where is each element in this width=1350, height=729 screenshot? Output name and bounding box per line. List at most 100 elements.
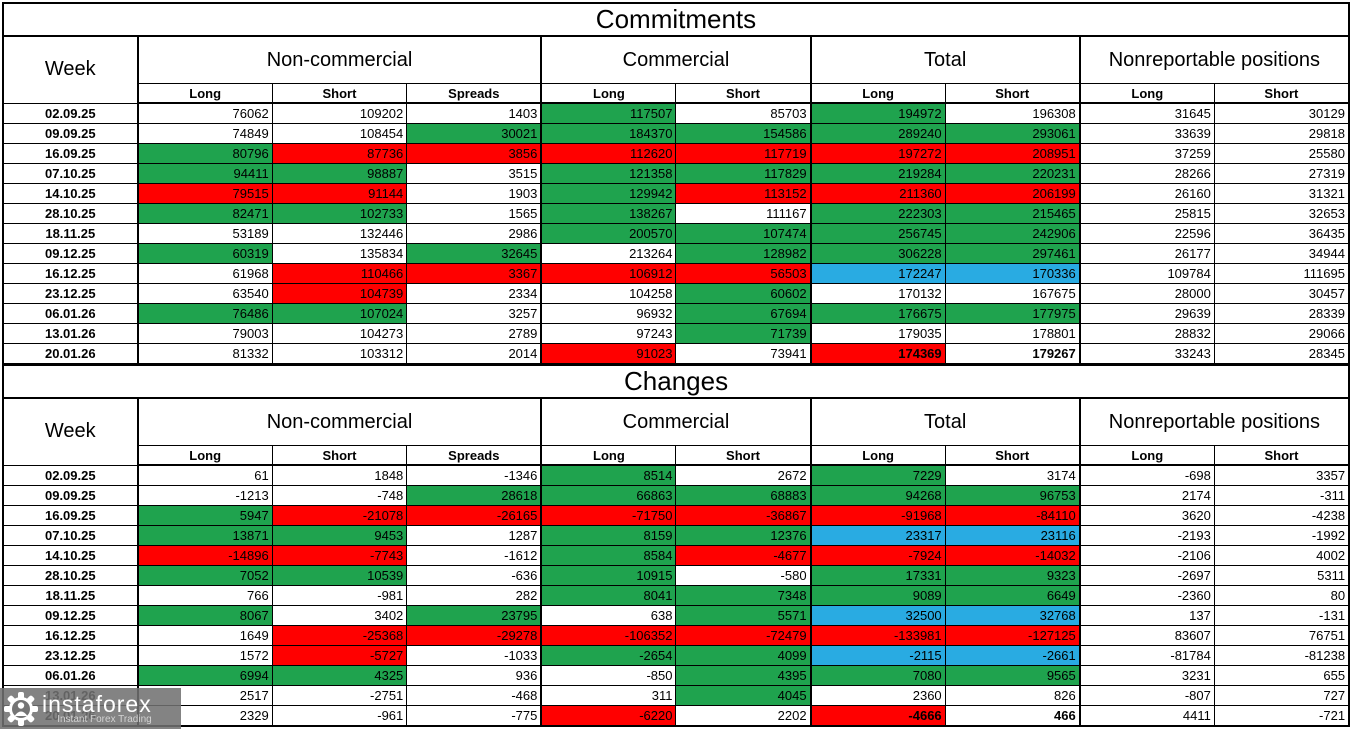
value-cell: 17331 <box>809 565 946 586</box>
value-cell: -29278 <box>406 625 542 646</box>
value-cell: 71739 <box>675 323 812 344</box>
value-cell: 67694 <box>675 303 812 324</box>
watermark-tagline: Instant Forex Trading <box>57 713 152 725</box>
week-header: Week <box>2 397 139 466</box>
value-cell: 2672 <box>675 464 812 486</box>
value-cell: 10539 <box>271 565 408 586</box>
col-noncommercial-long: Long <box>136 83 273 104</box>
value-cell: 106912 <box>540 263 677 284</box>
value-cell: -1346 <box>406 464 542 486</box>
value-cell: -7924 <box>809 545 946 566</box>
value-cell: 66863 <box>540 485 677 506</box>
value-cell: 1287 <box>406 525 542 546</box>
table-row: 14.10.25 79515 91144 1903 129942 113152 211360… <box>2 183 1350 204</box>
value-cell: 28000 <box>1078 283 1215 304</box>
table-row: 18.11.25 766 -981 282 8041 7348 9089 6649 -2360 8… <box>2 585 1350 606</box>
value-cell: -1612 <box>406 545 542 566</box>
value-cell: 12376 <box>675 525 812 546</box>
table-row: 02.09.25 61 1848 -1346 8514 2672 7229 3174 -698 3… <box>2 464 1350 486</box>
value-cell: 135834 <box>271 243 408 264</box>
instaforex-logo-icon <box>4 691 38 726</box>
value-cell: -4677 <box>675 545 812 566</box>
value-cell: 128982 <box>675 243 812 264</box>
value-cell: 4411 <box>1078 705 1215 727</box>
value-cell: -2697 <box>1078 565 1215 586</box>
week-cell: 18.11.25 <box>2 585 139 606</box>
value-cell: 5947 <box>136 505 273 526</box>
value-cell: -2115 <box>809 645 946 666</box>
value-cell: -807 <box>1078 685 1215 706</box>
value-cell: 167675 <box>944 283 1081 304</box>
value-cell: -72479 <box>675 625 812 646</box>
value-cell: 76751 <box>1213 625 1350 646</box>
col-total-long: Long <box>809 445 946 466</box>
value-cell: 2360 <box>809 685 946 706</box>
table-row: 09.12.25 8067 3402 23795 638 5571 32500 32768 13… <box>2 605 1350 626</box>
table-row: 09.12.25 60319 135834 32645 213264 128982 3062… <box>2 243 1350 264</box>
col-total-short: Short <box>944 83 1081 104</box>
value-cell: -127125 <box>944 625 1081 646</box>
week-cell: 07.10.25 <box>2 525 139 546</box>
value-cell: 179267 <box>944 343 1081 365</box>
value-cell: 96932 <box>540 303 677 324</box>
col-nonreportable-short: Short <box>1213 445 1350 466</box>
value-cell: -7743 <box>271 545 408 566</box>
value-cell: 9323 <box>944 565 1081 586</box>
value-cell: 7348 <box>675 585 812 606</box>
week-cell: 28.10.25 <box>2 565 139 586</box>
group-header-row: Week Non-commercial Commercial Total Non… <box>2 35 1350 104</box>
value-cell: 5311 <box>1213 565 1350 586</box>
value-cell: 256745 <box>809 223 946 244</box>
value-cell: 31645 <box>1078 102 1215 124</box>
value-cell: 3856 <box>406 143 542 164</box>
value-cell: -981 <box>271 585 408 606</box>
value-cell: 117829 <box>675 163 812 184</box>
value-cell: 282 <box>406 585 542 606</box>
group-commercial: Commercial <box>540 397 812 446</box>
value-cell: 311 <box>540 685 677 706</box>
value-cell: 2986 <box>406 223 542 244</box>
table-row: 06.01.26 6994 4325 936 -850 4395 7080 9565 3231 6… <box>2 665 1350 686</box>
value-cell: 1848 <box>271 464 408 486</box>
subheader-row: Long Short Spreads Long Short Long Short… <box>3 83 1350 104</box>
value-cell: 73941 <box>675 343 812 365</box>
subheader-row: Long Short Spreads Long Short Long Short… <box>3 445 1350 466</box>
value-cell: 94411 <box>136 163 273 184</box>
value-cell: 206199 <box>944 183 1081 204</box>
value-cell: 8159 <box>540 525 677 546</box>
table-row: 13.01.262517-2751-46831140452360826-8077… <box>2 685 1350 706</box>
value-cell: -71750 <box>540 505 677 526</box>
col-noncommercial-spreads: Spreads <box>406 445 542 466</box>
col-nonreportable-long: Long <box>1078 83 1215 104</box>
value-cell: 80796 <box>136 143 273 164</box>
value-cell: 26160 <box>1078 183 1215 204</box>
week-cell: 09.12.25 <box>2 605 139 626</box>
value-cell: 23116 <box>944 525 1081 546</box>
value-cell: 22596 <box>1078 223 1215 244</box>
value-cell: 111167 <box>675 203 812 224</box>
value-cell: -1213 <box>136 485 273 506</box>
value-cell: -311 <box>1213 485 1350 506</box>
value-cell: 2789 <box>406 323 542 344</box>
value-cell: 5571 <box>675 605 812 626</box>
value-cell: 4045 <box>675 685 812 706</box>
value-cell: 29066 <box>1213 323 1350 344</box>
value-cell: 60602 <box>675 283 812 304</box>
value-cell: -26165 <box>406 505 542 526</box>
section-title-commitments: Commitments <box>2 2 1350 37</box>
value-cell: 109202 <box>271 102 408 124</box>
value-cell: 154586 <box>675 123 812 144</box>
value-cell: 28345 <box>1213 343 1350 365</box>
changes-table: Changes Week Non-commercial Commercial T… <box>2 364 1350 727</box>
value-cell: -2654 <box>540 645 677 666</box>
value-cell: 91144 <box>271 183 408 204</box>
col-total-long: Long <box>809 83 946 104</box>
table-row: 09.09.25 -1213 -748 28618 66863 68883 94268 967… <box>2 485 1350 506</box>
value-cell: 242906 <box>944 223 1081 244</box>
value-cell: 32500 <box>809 605 946 626</box>
value-cell: 61968 <box>136 263 273 284</box>
value-cell: 8584 <box>540 545 677 566</box>
value-cell: 110466 <box>271 263 408 284</box>
value-cell: -748 <box>271 485 408 506</box>
value-cell: 107474 <box>675 223 812 244</box>
